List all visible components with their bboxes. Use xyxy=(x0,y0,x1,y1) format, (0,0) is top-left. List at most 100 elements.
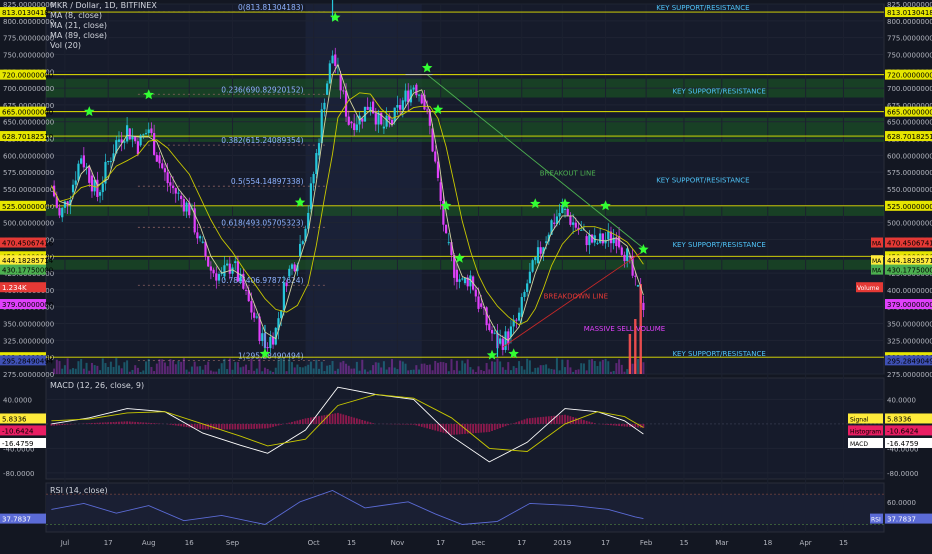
candle-body xyxy=(223,265,225,276)
legend-ma89[interactable]: MA (89, close) xyxy=(50,31,157,41)
macd-histogram-bar xyxy=(286,423,288,424)
macd-histogram-bar xyxy=(151,423,153,424)
volume-bar xyxy=(575,370,577,374)
candle-body xyxy=(626,248,628,261)
volume-bar xyxy=(223,359,225,374)
candle-body xyxy=(129,128,131,139)
legend-volume[interactable]: Vol (20) xyxy=(50,41,157,51)
macd-histogram-bar xyxy=(202,424,204,430)
candle-body xyxy=(80,158,82,163)
macd-histogram-bar xyxy=(353,418,355,424)
price-tick-label-right: 325.00000000 xyxy=(887,337,932,345)
candle-body xyxy=(148,129,150,133)
volume-bar xyxy=(453,370,455,374)
candle-body xyxy=(531,260,533,272)
candle-body xyxy=(142,134,144,135)
candle-body xyxy=(567,209,569,216)
volume-bar xyxy=(140,372,142,374)
candle-body xyxy=(102,184,104,193)
macd-histogram-bar xyxy=(315,417,317,424)
macd-histogram-bar xyxy=(123,421,125,423)
macd-histogram-bar xyxy=(226,424,228,430)
volume-bar xyxy=(396,369,398,374)
candle-body xyxy=(353,123,355,130)
volume-bar xyxy=(318,369,320,374)
macd-histogram-bar xyxy=(275,424,277,426)
candle-body xyxy=(107,161,109,162)
volume-bar xyxy=(123,362,125,374)
volume-bar xyxy=(294,367,296,374)
volume-bar xyxy=(375,362,377,374)
volume-bar xyxy=(194,362,196,374)
macd-histogram-bar xyxy=(615,424,617,426)
x-tick-label: Oct xyxy=(308,539,320,547)
macd-histogram-bar xyxy=(175,424,177,426)
macd-histogram-bar xyxy=(240,424,242,430)
chart-title[interactable]: MKR / Dollar, 1D, BITFINEX xyxy=(50,1,157,11)
volume-bar xyxy=(505,370,507,374)
x-tick-label: 16 xyxy=(185,539,194,547)
volume-bar xyxy=(299,367,301,374)
candle-body xyxy=(342,90,344,91)
macd-histogram-bar xyxy=(513,423,515,424)
volume-bar xyxy=(361,360,363,374)
rsi-tick-label: 60.0000 xyxy=(887,499,916,507)
candle-body xyxy=(537,247,539,263)
macd-histogram-bar xyxy=(318,416,320,424)
volume-bar xyxy=(472,369,474,374)
candle-body xyxy=(499,338,501,343)
macd-name-tag: Histogram xyxy=(850,428,881,435)
level-tag-left: 665.00000000 xyxy=(2,109,53,117)
volume-bar xyxy=(323,371,325,374)
macd-name-tag: Signal xyxy=(850,416,869,423)
macd-histogram-bar xyxy=(618,424,620,426)
macd-histogram-bar xyxy=(588,422,590,424)
volume-bar xyxy=(291,362,293,374)
candle-body xyxy=(245,290,247,291)
candle-body xyxy=(61,208,63,217)
candle-body xyxy=(415,85,417,95)
price-tag-left: 295.28490494 xyxy=(2,357,54,365)
volume-bar xyxy=(448,371,450,374)
macd-histogram-bar xyxy=(118,422,120,424)
volume-bar xyxy=(240,367,242,374)
candle-body xyxy=(569,215,571,224)
rsi-legend[interactable]: RSI (14, close) xyxy=(50,486,108,495)
macd-histogram-bar xyxy=(305,418,307,424)
volume-bar xyxy=(564,367,566,374)
candle-body xyxy=(75,181,77,185)
legend-ma8[interactable]: MA (8, close) xyxy=(50,11,157,21)
macd-histogram-bar xyxy=(229,424,231,430)
macd-legend[interactable]: MACD (12, 26, close, 9) xyxy=(50,381,144,390)
macd-histogram-bar xyxy=(140,422,142,424)
candle-body xyxy=(615,238,617,246)
volume-bar xyxy=(551,369,553,374)
volume-bar xyxy=(591,359,593,374)
candle-body xyxy=(180,196,182,199)
level-tag-left: 628.70182510 xyxy=(2,133,53,141)
macd-histogram-bar xyxy=(621,424,623,426)
macd-histogram-bar xyxy=(61,424,63,425)
volume-bar xyxy=(345,364,347,374)
macd-histogram-bar xyxy=(626,424,628,427)
volume-bar xyxy=(475,372,477,374)
macd-histogram-bar xyxy=(537,417,539,424)
macd-histogram-bar xyxy=(232,424,234,430)
legend-ma21[interactable]: MA (21, close) xyxy=(50,21,157,31)
price-tag-left: 470.45067416 xyxy=(2,240,54,248)
volume-bar xyxy=(207,362,209,374)
macd-histogram-bar xyxy=(515,422,517,424)
chart-legend: MKR / Dollar, 1D, BITFINEX MA (8, close)… xyxy=(50,1,157,51)
volume-bar xyxy=(250,359,252,374)
volume-bar xyxy=(607,361,609,374)
volume-bar xyxy=(272,372,274,374)
level-tag-right: 628.70182510 xyxy=(887,133,932,141)
support-zone xyxy=(46,260,884,270)
price-tick-label-left: 325.00000000 xyxy=(3,337,54,345)
volume-bar xyxy=(545,364,547,374)
volume-bar xyxy=(72,368,74,374)
volume-bar xyxy=(342,361,344,374)
candle-body xyxy=(623,255,625,261)
candle-body xyxy=(494,333,496,334)
